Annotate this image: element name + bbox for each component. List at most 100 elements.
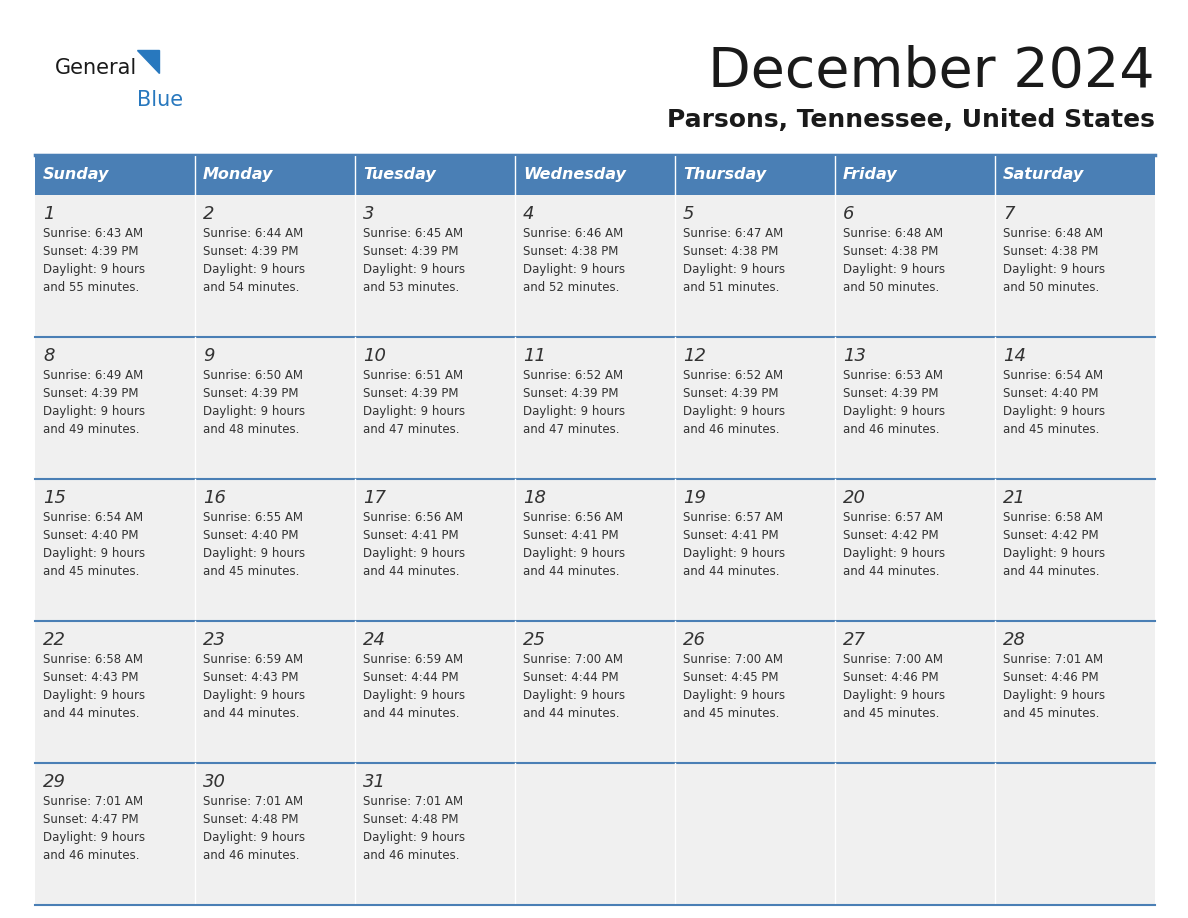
- Text: Wednesday: Wednesday: [523, 167, 626, 183]
- Text: Sunrise: 7:01 AM
Sunset: 4:46 PM
Daylight: 9 hours
and 45 minutes.: Sunrise: 7:01 AM Sunset: 4:46 PM Dayligh…: [1003, 653, 1105, 720]
- Text: Sunrise: 7:01 AM
Sunset: 4:47 PM
Daylight: 9 hours
and 46 minutes.: Sunrise: 7:01 AM Sunset: 4:47 PM Dayligh…: [43, 795, 145, 862]
- Text: 17: 17: [364, 489, 386, 507]
- Text: Sunrise: 6:47 AM
Sunset: 4:38 PM
Daylight: 9 hours
and 51 minutes.: Sunrise: 6:47 AM Sunset: 4:38 PM Dayligh…: [683, 227, 785, 294]
- Text: Sunrise: 6:49 AM
Sunset: 4:39 PM
Daylight: 9 hours
and 49 minutes.: Sunrise: 6:49 AM Sunset: 4:39 PM Dayligh…: [43, 369, 145, 436]
- Bar: [675, 479, 835, 621]
- Bar: [34, 763, 195, 905]
- Text: 22: 22: [43, 631, 67, 649]
- Text: Sunrise: 6:53 AM
Sunset: 4:39 PM
Daylight: 9 hours
and 46 minutes.: Sunrise: 6:53 AM Sunset: 4:39 PM Dayligh…: [843, 369, 946, 436]
- Text: 23: 23: [203, 631, 226, 649]
- Text: 1: 1: [43, 205, 55, 223]
- Text: 21: 21: [1003, 489, 1026, 507]
- Bar: [34, 479, 195, 621]
- Text: 15: 15: [43, 489, 67, 507]
- Text: 25: 25: [523, 631, 546, 649]
- Text: Saturday: Saturday: [1003, 167, 1085, 183]
- Text: Thursday: Thursday: [683, 167, 766, 183]
- Text: 8: 8: [43, 347, 55, 365]
- Text: Friday: Friday: [843, 167, 898, 183]
- Bar: [996, 337, 1155, 479]
- Bar: [996, 763, 1155, 905]
- Bar: [355, 155, 516, 195]
- Text: Sunrise: 7:00 AM
Sunset: 4:46 PM
Daylight: 9 hours
and 45 minutes.: Sunrise: 7:00 AM Sunset: 4:46 PM Dayligh…: [843, 653, 946, 720]
- Text: Sunrise: 6:52 AM
Sunset: 4:39 PM
Daylight: 9 hours
and 47 minutes.: Sunrise: 6:52 AM Sunset: 4:39 PM Dayligh…: [523, 369, 625, 436]
- Text: 18: 18: [523, 489, 546, 507]
- Bar: [516, 479, 675, 621]
- Text: 31: 31: [364, 773, 386, 791]
- Text: 10: 10: [364, 347, 386, 365]
- Bar: [516, 155, 675, 195]
- Text: 30: 30: [203, 773, 226, 791]
- Bar: [835, 479, 996, 621]
- Text: Parsons, Tennessee, United States: Parsons, Tennessee, United States: [668, 108, 1155, 132]
- Text: 19: 19: [683, 489, 706, 507]
- Text: 6: 6: [843, 205, 854, 223]
- Text: Sunrise: 6:46 AM
Sunset: 4:38 PM
Daylight: 9 hours
and 52 minutes.: Sunrise: 6:46 AM Sunset: 4:38 PM Dayligh…: [523, 227, 625, 294]
- Text: December 2024: December 2024: [708, 45, 1155, 99]
- Bar: [355, 763, 516, 905]
- Text: Sunrise: 7:00 AM
Sunset: 4:44 PM
Daylight: 9 hours
and 44 minutes.: Sunrise: 7:00 AM Sunset: 4:44 PM Dayligh…: [523, 653, 625, 720]
- Bar: [34, 337, 195, 479]
- Text: 11: 11: [523, 347, 546, 365]
- Bar: [835, 621, 996, 763]
- Bar: [195, 155, 355, 195]
- Text: Sunrise: 6:54 AM
Sunset: 4:40 PM
Daylight: 9 hours
and 45 minutes.: Sunrise: 6:54 AM Sunset: 4:40 PM Dayligh…: [1003, 369, 1105, 436]
- Text: 14: 14: [1003, 347, 1026, 365]
- Text: Sunrise: 6:57 AM
Sunset: 4:41 PM
Daylight: 9 hours
and 44 minutes.: Sunrise: 6:57 AM Sunset: 4:41 PM Dayligh…: [683, 511, 785, 578]
- Bar: [835, 337, 996, 479]
- Bar: [996, 155, 1155, 195]
- Bar: [835, 155, 996, 195]
- Text: Sunrise: 7:01 AM
Sunset: 4:48 PM
Daylight: 9 hours
and 46 minutes.: Sunrise: 7:01 AM Sunset: 4:48 PM Dayligh…: [364, 795, 466, 862]
- Text: Sunrise: 6:58 AM
Sunset: 4:42 PM
Daylight: 9 hours
and 44 minutes.: Sunrise: 6:58 AM Sunset: 4:42 PM Dayligh…: [1003, 511, 1105, 578]
- Text: Blue: Blue: [137, 90, 183, 110]
- Bar: [675, 763, 835, 905]
- Bar: [195, 195, 355, 337]
- Text: Sunrise: 6:44 AM
Sunset: 4:39 PM
Daylight: 9 hours
and 54 minutes.: Sunrise: 6:44 AM Sunset: 4:39 PM Dayligh…: [203, 227, 305, 294]
- Bar: [516, 195, 675, 337]
- Text: Sunday: Sunday: [43, 167, 109, 183]
- Text: Sunrise: 6:59 AM
Sunset: 4:43 PM
Daylight: 9 hours
and 44 minutes.: Sunrise: 6:59 AM Sunset: 4:43 PM Dayligh…: [203, 653, 305, 720]
- Polygon shape: [137, 50, 159, 73]
- Bar: [355, 337, 516, 479]
- Text: 16: 16: [203, 489, 226, 507]
- Bar: [675, 621, 835, 763]
- Bar: [675, 337, 835, 479]
- Text: Sunrise: 6:54 AM
Sunset: 4:40 PM
Daylight: 9 hours
and 45 minutes.: Sunrise: 6:54 AM Sunset: 4:40 PM Dayligh…: [43, 511, 145, 578]
- Text: 27: 27: [843, 631, 866, 649]
- Text: 28: 28: [1003, 631, 1026, 649]
- Text: 24: 24: [364, 631, 386, 649]
- Bar: [675, 195, 835, 337]
- Text: 29: 29: [43, 773, 67, 791]
- Bar: [835, 763, 996, 905]
- Text: 13: 13: [843, 347, 866, 365]
- Bar: [355, 195, 516, 337]
- Text: 9: 9: [203, 347, 215, 365]
- Text: Tuesday: Tuesday: [364, 167, 436, 183]
- Text: 4: 4: [523, 205, 535, 223]
- Text: Sunrise: 7:01 AM
Sunset: 4:48 PM
Daylight: 9 hours
and 46 minutes.: Sunrise: 7:01 AM Sunset: 4:48 PM Dayligh…: [203, 795, 305, 862]
- Text: 2: 2: [203, 205, 215, 223]
- Bar: [355, 479, 516, 621]
- Bar: [516, 337, 675, 479]
- Bar: [996, 195, 1155, 337]
- Bar: [34, 621, 195, 763]
- Bar: [34, 195, 195, 337]
- Text: 20: 20: [843, 489, 866, 507]
- Text: Sunrise: 6:48 AM
Sunset: 4:38 PM
Daylight: 9 hours
and 50 minutes.: Sunrise: 6:48 AM Sunset: 4:38 PM Dayligh…: [1003, 227, 1105, 294]
- Bar: [195, 337, 355, 479]
- Bar: [195, 479, 355, 621]
- Bar: [195, 621, 355, 763]
- Text: 26: 26: [683, 631, 706, 649]
- Text: Sunrise: 7:00 AM
Sunset: 4:45 PM
Daylight: 9 hours
and 45 minutes.: Sunrise: 7:00 AM Sunset: 4:45 PM Dayligh…: [683, 653, 785, 720]
- Text: 3: 3: [364, 205, 374, 223]
- Bar: [835, 195, 996, 337]
- Text: 5: 5: [683, 205, 695, 223]
- Text: Sunrise: 6:55 AM
Sunset: 4:40 PM
Daylight: 9 hours
and 45 minutes.: Sunrise: 6:55 AM Sunset: 4:40 PM Dayligh…: [203, 511, 305, 578]
- Bar: [675, 155, 835, 195]
- Text: Sunrise: 6:56 AM
Sunset: 4:41 PM
Daylight: 9 hours
and 44 minutes.: Sunrise: 6:56 AM Sunset: 4:41 PM Dayligh…: [364, 511, 466, 578]
- Text: General: General: [55, 58, 138, 78]
- Text: Sunrise: 6:45 AM
Sunset: 4:39 PM
Daylight: 9 hours
and 53 minutes.: Sunrise: 6:45 AM Sunset: 4:39 PM Dayligh…: [364, 227, 466, 294]
- Bar: [996, 479, 1155, 621]
- Text: Sunrise: 6:56 AM
Sunset: 4:41 PM
Daylight: 9 hours
and 44 minutes.: Sunrise: 6:56 AM Sunset: 4:41 PM Dayligh…: [523, 511, 625, 578]
- Text: Sunrise: 6:52 AM
Sunset: 4:39 PM
Daylight: 9 hours
and 46 minutes.: Sunrise: 6:52 AM Sunset: 4:39 PM Dayligh…: [683, 369, 785, 436]
